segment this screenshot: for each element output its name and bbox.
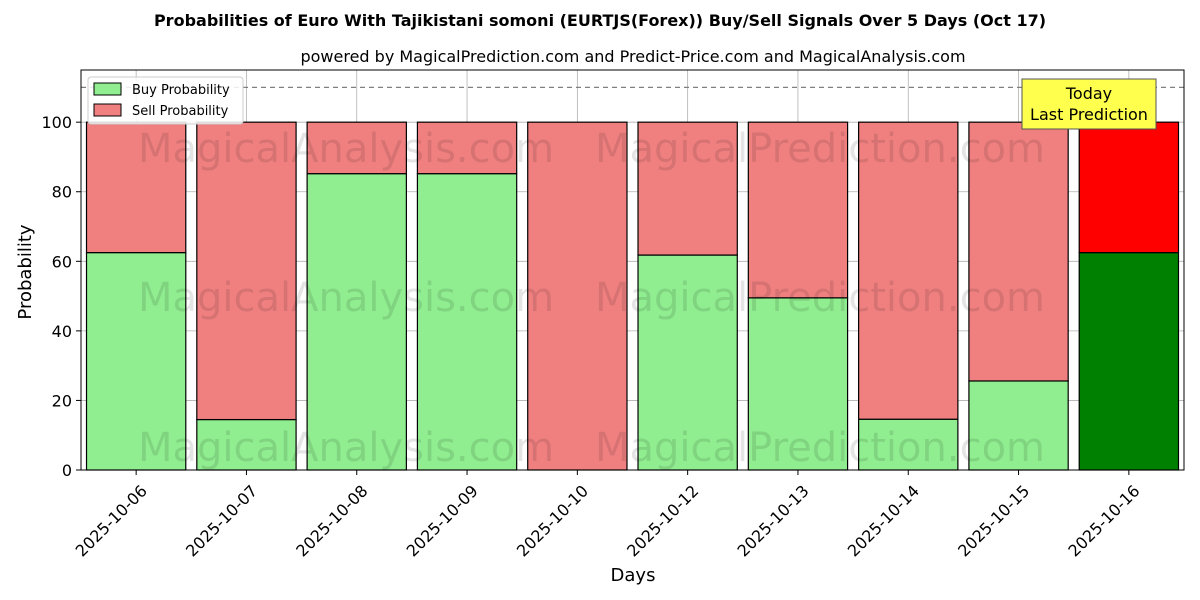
watermark-text: MagicalPrediction.com xyxy=(595,275,1045,321)
plot-frame xyxy=(80,69,1185,471)
annotation-box xyxy=(1021,78,1157,130)
y-axis-label: Probability xyxy=(15,224,36,319)
legend-swatch-sell xyxy=(93,103,122,117)
sell-bar xyxy=(527,121,628,471)
chart-title: Probabilities of Euro With Tajikistani s… xyxy=(154,11,1046,30)
buy-bar xyxy=(858,418,959,471)
x-tick-label: 2025-10-12 xyxy=(623,481,702,560)
watermark-text: MagicalPrediction.com xyxy=(595,425,1045,471)
legend-label-buy: Buy Probability xyxy=(132,83,230,98)
watermark-layer: MagicalAnalysis.com MagicalPrediction.com… xyxy=(138,126,1045,471)
chart-subtitle: powered by MagicalPrediction.com and Pre… xyxy=(300,47,965,66)
buy-bar xyxy=(747,297,849,471)
watermark-text: MagicalAnalysis.com xyxy=(138,275,554,321)
x-tick-label: 2025-10-16 xyxy=(1064,481,1143,560)
x-axis-label: Days xyxy=(611,565,656,586)
watermark-text: MagicalAnalysis.com xyxy=(138,425,554,471)
today-annotation: Today Last Prediction xyxy=(1021,78,1157,130)
watermark-text: MagicalPrediction.com xyxy=(595,126,1045,172)
sell-bar xyxy=(637,121,738,256)
buy-bar xyxy=(416,173,518,471)
sell-bar xyxy=(747,121,849,299)
bars-layer xyxy=(81,86,1184,471)
x-tick-label: 2025-10-07 xyxy=(182,481,261,560)
sell-bar xyxy=(1078,121,1180,254)
y-tick-label: 0 xyxy=(62,461,72,480)
sell-bar xyxy=(306,121,407,175)
y-tick-label: 100 xyxy=(41,113,72,132)
sell-bar xyxy=(416,121,518,175)
y-tick-label: 40 xyxy=(52,322,72,341)
buy-bar xyxy=(968,380,1069,471)
legend-swatch-buy xyxy=(93,82,122,96)
buy-bar xyxy=(1078,252,1180,471)
buy-bar xyxy=(85,252,187,471)
legend-box xyxy=(87,76,244,125)
sell-bar xyxy=(85,121,187,254)
legend: Buy Probability Sell Probability xyxy=(87,76,244,125)
y-tick-label: 60 xyxy=(52,252,72,271)
x-tick-label: 2025-10-09 xyxy=(403,481,482,560)
x-tick-label: 2025-10-15 xyxy=(954,481,1033,560)
sell-bar xyxy=(196,121,297,421)
annotation-line-2: Last Prediction xyxy=(1030,105,1148,124)
annotation-line-1: Today xyxy=(1065,84,1112,103)
legend-label-sell: Sell Probability xyxy=(132,104,229,119)
x-tick-label: 2025-10-10 xyxy=(513,481,592,560)
x-tick-label: 2025-10-13 xyxy=(734,481,813,560)
y-tick-label: 20 xyxy=(52,391,72,410)
buy-bar xyxy=(637,254,738,471)
x-tick-label: 2025-10-06 xyxy=(72,481,151,560)
sell-bar xyxy=(968,121,1069,382)
x-tick-label: 2025-10-08 xyxy=(292,481,371,560)
x-tick-label: 2025-10-14 xyxy=(844,481,923,560)
y-tick-label: 80 xyxy=(52,183,72,202)
sell-bar xyxy=(858,121,959,420)
watermark-text: MagicalAnalysis.com xyxy=(138,126,554,172)
buy-bar xyxy=(306,173,407,471)
